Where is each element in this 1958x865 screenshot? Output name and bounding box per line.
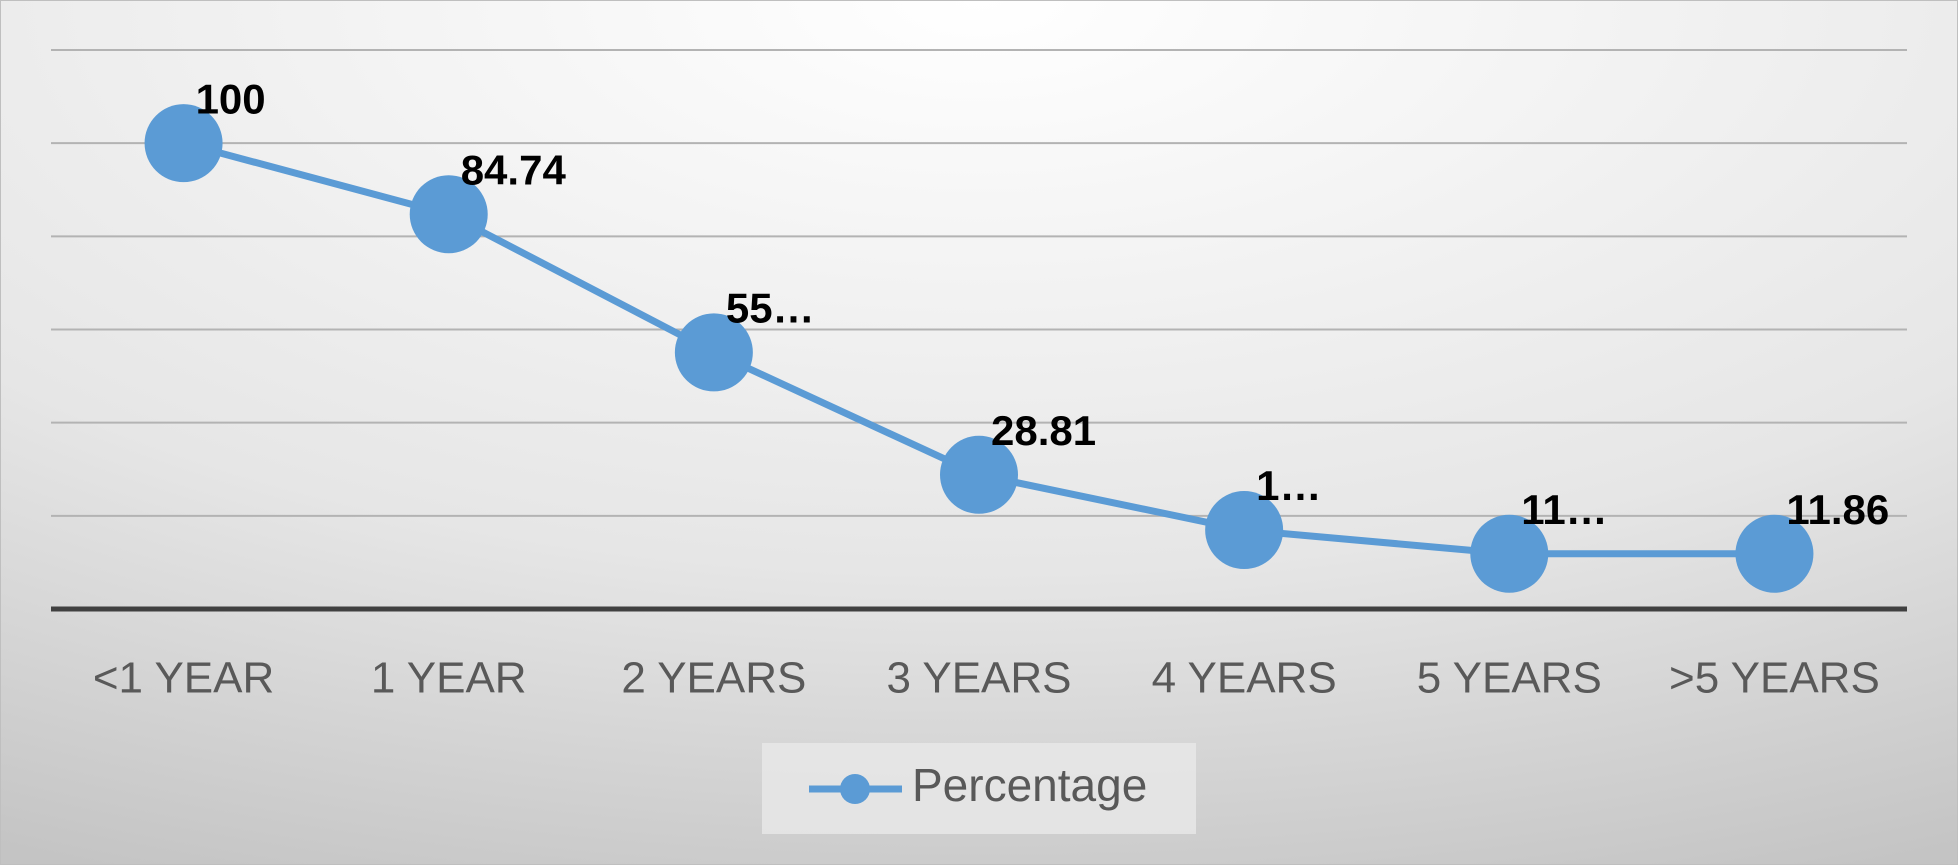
data-point: [1470, 514, 1549, 593]
legend-label: Percentage: [912, 759, 1147, 811]
data-point: [144, 104, 223, 183]
data-label: 28.81: [991, 407, 1096, 454]
data-label: 55…: [726, 285, 815, 332]
data-point: [1205, 491, 1284, 570]
legend: Percentage: [762, 743, 1196, 834]
data-label: 1…: [1256, 462, 1321, 509]
data-label: 100: [196, 75, 266, 122]
data-point: [1735, 514, 1814, 593]
legend-marker: [840, 774, 870, 804]
plot: <1 YEAR 1 YEAR 2 YEARS 3 YEARS 4 YEARS 5 YEAR…: [93, 75, 1889, 702]
x-tick-label: 3 YEARS: [886, 654, 1071, 703]
data-label: 11…: [1521, 486, 1607, 533]
grid: [51, 49, 1907, 612]
x-tick-label: 1 YEAR: [371, 654, 527, 703]
x-tick-label: >5 YEARS: [1669, 654, 1880, 703]
data-label: 84.74: [461, 146, 567, 193]
x-tick-label: 5 YEARS: [1417, 654, 1602, 703]
x-tick-label: 4 YEARS: [1152, 654, 1337, 703]
x-tick-label: 2 YEARS: [621, 654, 806, 703]
data-point: [409, 175, 488, 254]
data-point: [674, 313, 753, 392]
data-label: 11.86: [1786, 486, 1889, 533]
data-point: [940, 435, 1018, 514]
x-tick-label: <1 YEAR: [93, 654, 274, 703]
